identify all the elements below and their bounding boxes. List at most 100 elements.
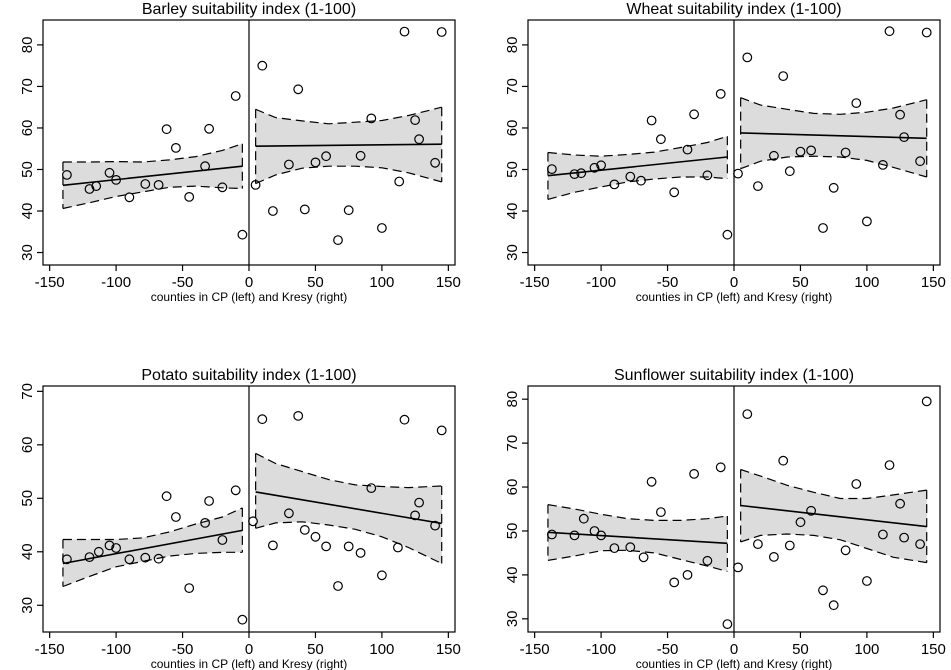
data-point [170, 142, 181, 153]
data-point [299, 525, 310, 535]
y-tick-label: 70 [19, 383, 36, 400]
data-point [862, 576, 872, 586]
data-point [399, 414, 410, 425]
data-point [62, 554, 72, 565]
y-tick-label: 60 [19, 120, 36, 137]
data-point [84, 184, 95, 194]
data-point [343, 205, 354, 216]
fit-line-right [740, 504, 927, 528]
data-point [366, 113, 377, 124]
x-tick-label: 100 [854, 641, 879, 658]
y-tick-label: 40 [504, 567, 521, 584]
data-point [753, 181, 763, 192]
x-tick-label: -150 [520, 641, 550, 658]
data-point [436, 425, 447, 436]
x-axis-label: counties in CP (left) and Kresy (right) [636, 290, 833, 304]
data-point [702, 555, 713, 566]
fit-line-right [255, 491, 442, 525]
data-point [414, 134, 425, 145]
data-point [828, 600, 839, 611]
data-point [377, 223, 387, 233]
x-tick-label: 100 [369, 274, 394, 291]
ci-upper-bound-right [255, 452, 442, 489]
data-point [84, 552, 95, 562]
data-point [204, 123, 215, 134]
data-point [430, 157, 441, 168]
data-point [204, 496, 215, 506]
data-point [818, 223, 828, 233]
data-point [184, 191, 195, 202]
x-tick-label: 50 [307, 641, 324, 658]
data-point [230, 485, 241, 496]
data-point [753, 539, 763, 549]
data-point [393, 542, 403, 553]
y-tick-label: 50 [504, 523, 521, 540]
data-point [153, 553, 164, 564]
data-point [715, 88, 726, 99]
x-tick-label: 150 [436, 274, 461, 291]
data-point [682, 570, 693, 580]
data-point [578, 513, 589, 524]
data-point [436, 27, 447, 37]
data-point [689, 109, 699, 120]
data-point [268, 540, 278, 551]
data-point [589, 526, 600, 536]
data-point [355, 548, 366, 558]
chart-title: Barley suitability index (1-100) [142, 1, 356, 18]
potato-chart-panel: -150 -100 -50 0 50 100 150 30 40 50 60 70 Potato sui… [19, 367, 461, 670]
data-point [609, 543, 620, 553]
data-point [257, 60, 268, 71]
data-point [769, 552, 779, 562]
data-point [343, 541, 354, 552]
data-point [778, 71, 789, 81]
chart-title: Potato suitability index (1-100) [141, 367, 356, 384]
x-tick-label: -50 [657, 641, 679, 658]
data-point [742, 52, 753, 63]
data-point [682, 144, 693, 155]
data-point [104, 167, 115, 178]
confidence-band-left [547, 136, 728, 200]
data-point [625, 542, 636, 553]
data-point [921, 27, 932, 38]
data-point [410, 115, 421, 125]
data-point [646, 476, 657, 487]
ci-lower-bound-right [255, 521, 442, 565]
data-point [689, 469, 699, 479]
data-point [899, 132, 909, 143]
data-point [547, 529, 557, 540]
data-point [862, 216, 872, 227]
fit-line-right [255, 143, 442, 147]
x-tick-label: 0 [245, 641, 253, 658]
x-axis-label: counties in CP (left) and Kresy (right) [151, 290, 348, 304]
data-point [91, 181, 102, 192]
x-tick-label: 50 [792, 274, 809, 291]
ci-upper-bound-left [62, 507, 243, 541]
data-point [733, 168, 743, 179]
confidence-band-right [740, 97, 927, 177]
fit-line-left [547, 531, 728, 545]
data-point [625, 171, 636, 182]
y-tick-label: 50 [19, 490, 36, 507]
data-point [884, 26, 895, 37]
x-tick-label: 0 [245, 274, 253, 291]
y-tick-label: 80 [504, 37, 521, 54]
data-point [366, 483, 377, 494]
data-point [596, 160, 606, 171]
data-point [410, 510, 421, 521]
data-point [140, 552, 151, 563]
ci-lower-bound-left [62, 551, 243, 588]
data-point [217, 182, 228, 193]
data-point [778, 455, 789, 466]
data-point [840, 545, 851, 556]
x-tick-label: -50 [657, 274, 679, 291]
data-point [268, 206, 278, 216]
data-point [161, 124, 172, 135]
x-tick-label: 150 [921, 274, 946, 291]
data-point [153, 179, 164, 190]
data-point [140, 179, 151, 189]
data-point [569, 530, 580, 541]
y-tick-label: 80 [19, 37, 36, 54]
y-tick-label: 60 [19, 436, 36, 453]
x-tick-label: -50 [172, 274, 194, 291]
x-tick-label: -150 [35, 641, 65, 658]
